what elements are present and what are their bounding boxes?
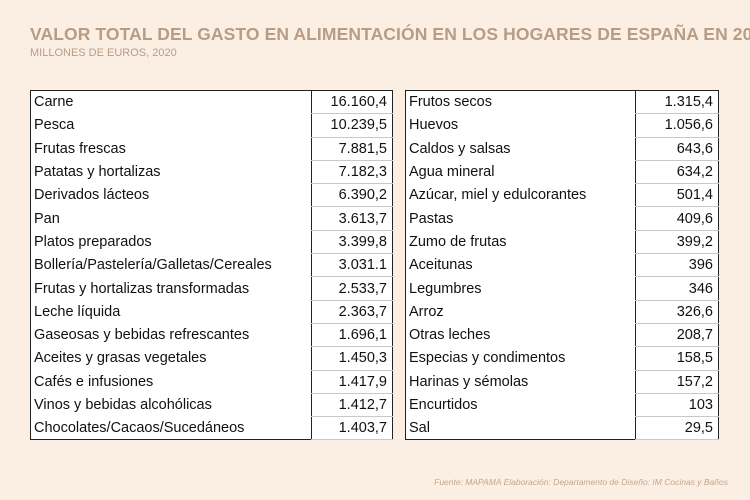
table-row: Caldos y salsas 643,6 [406,137,719,161]
category-label: Pastas [409,210,454,227]
table-row: Chocolates/Cacaos/Sucedáneos 1.403,7 [31,416,393,441]
table-row: Encurtidos 103 [406,393,719,418]
table-row: Legumbres 346 [406,276,719,301]
table-row: Otras leches 208,7 [406,323,719,348]
table-row: Pastas 409,6 [406,206,719,231]
category-value: 643,6 [635,137,719,161]
table-row: Platos preparados 3.399,8 [31,230,393,255]
table-row: Aceitunas 396 [406,253,719,278]
table-row: Azúcar, miel y edulcorantes 501,4 [406,183,719,208]
category-value: 1.315,4 [635,90,719,115]
category-label: Frutas y hortalizas transformadas [34,280,250,297]
spending-table-left: Carne 16.160,4 Pesca 10.239,5 Frutas frescas… [30,90,393,441]
category-label: Pesca [34,117,75,134]
spending-table-right: Frutos secos 1.315,4 Huevos 1.056,6 Caldos y… [405,90,719,441]
category-label: Especias y condimentos [409,350,566,367]
category-value: 3.613,7 [311,206,393,231]
category-value: 399,2 [635,230,719,255]
category-label: Carne [34,94,74,111]
table-row: Especias y condimentos 158,5 [406,346,719,371]
category-value: 3.031.1 [311,253,393,278]
category-value: 2.363,7 [311,300,393,324]
table-row: Aceites y grasas vegetales 1.450,3 [31,346,393,371]
table-row: Patatas y hortalizas 7.182,3 [31,160,393,185]
category-value: 7.881,5 [311,137,393,161]
category-value: 409,6 [635,206,719,231]
table-row: Pan 3.613,7 [31,206,393,231]
category-label: Harinas y sémolas [409,373,529,390]
category-label: Encurtidos [409,397,478,413]
category-label: Frutas frescas [34,140,126,157]
table-row: Vinos y bebidas alcohólicas 1.412,7 [31,393,393,418]
table-row: Bollería/Pastelería/Galletas/Cereales 3.0… [31,253,393,278]
category-value: 396 [635,253,719,278]
category-label: Legumbres [409,280,482,297]
category-value: 6.390,2 [311,183,393,208]
category-label: Frutos secos [409,94,492,111]
category-label: Leche líquida [34,303,121,320]
category-label: Vinos y bebidas alcohólicas [34,397,212,413]
category-value: 1.412,7 [311,393,393,418]
page-title: VALOR TOTAL DEL GASTO EN ALIMENTACIÓN EN… [30,24,750,44]
category-value: 1.403,7 [311,416,393,441]
table-row: Arroz 326,6 [406,300,719,324]
table-row: Zumo de frutas 399,2 [406,230,719,255]
table-row: Frutas y hortalizas transformadas 2.533,7 [31,276,393,301]
category-label: Chocolates/Cacaos/Sucedáneos [34,420,245,437]
table-row: Sal 29,5 [406,416,719,441]
category-label: Azúcar, miel y edulcorantes [409,187,587,204]
table-row: Gaseosas y bebidas refrescantes 1.696,1 [31,323,393,348]
table-row: Harinas y sémolas 157,2 [406,370,719,394]
table-row: Derivados lácteos 6.390,2 [31,183,393,208]
category-value: 7.182,3 [311,160,393,185]
category-value: 1.417,9 [311,370,393,394]
table-row: Frutos secos 1.315,4 [406,90,719,115]
category-label: Sal [409,420,430,437]
category-value: 2.533,7 [311,276,393,301]
category-value: 1.056,6 [635,113,719,138]
category-label: Aceitunas [409,257,473,274]
category-label: Gaseosas y bebidas refrescantes [34,327,250,344]
category-label: Huevos [409,117,459,134]
table-row: Agua mineral 634,2 [406,160,719,185]
category-label: Agua mineral [409,164,495,181]
category-label: Cafés e infusiones [34,373,154,390]
category-label: Platos preparados [34,233,152,250]
category-label: Pan [34,210,60,227]
category-label: Bollería/Pastelería/Galletas/Cereales [34,257,272,274]
table-row: Leche líquida 2.363,7 [31,300,393,324]
category-value: 158,5 [635,346,719,371]
category-label: Derivados lácteos [34,187,150,204]
category-value: 16.160,4 [311,90,393,115]
category-value: 3.399,8 [311,230,393,255]
category-value: 634,2 [635,160,719,185]
page-subtitle: MILLONES DE EUROS, 2020 [30,47,177,59]
category-label: Patatas y hortalizas [34,164,161,181]
category-value: 157,2 [635,370,719,394]
table-row: Cafés e infusiones 1.417,9 [31,370,393,394]
category-value: 1.450,3 [311,346,393,371]
table-row: Frutas frescas 7.881,5 [31,137,393,161]
category-value: 208,7 [635,323,719,348]
table-row: Carne 16.160,4 [31,90,393,115]
category-label: Aceites y grasas vegetales [34,350,207,367]
category-value: 501,4 [635,183,719,208]
category-label: Otras leches [409,327,491,344]
category-label: Arroz [409,303,444,320]
category-value: 326,6 [635,300,719,324]
category-value: 103 [635,393,719,418]
category-value: 1.696,1 [311,323,393,348]
category-value: 10.239,5 [311,113,393,138]
category-label: Zumo de frutas [409,233,507,250]
category-value: 346 [635,276,719,301]
table-row: Pesca 10.239,5 [31,113,393,138]
category-label: Caldos y salsas [409,140,511,157]
category-value: 29,5 [635,416,719,441]
source-note: Fuente: MAPAMA Elaboración: Departamento… [434,477,728,487]
table-row: Huevos 1.056,6 [406,113,719,138]
